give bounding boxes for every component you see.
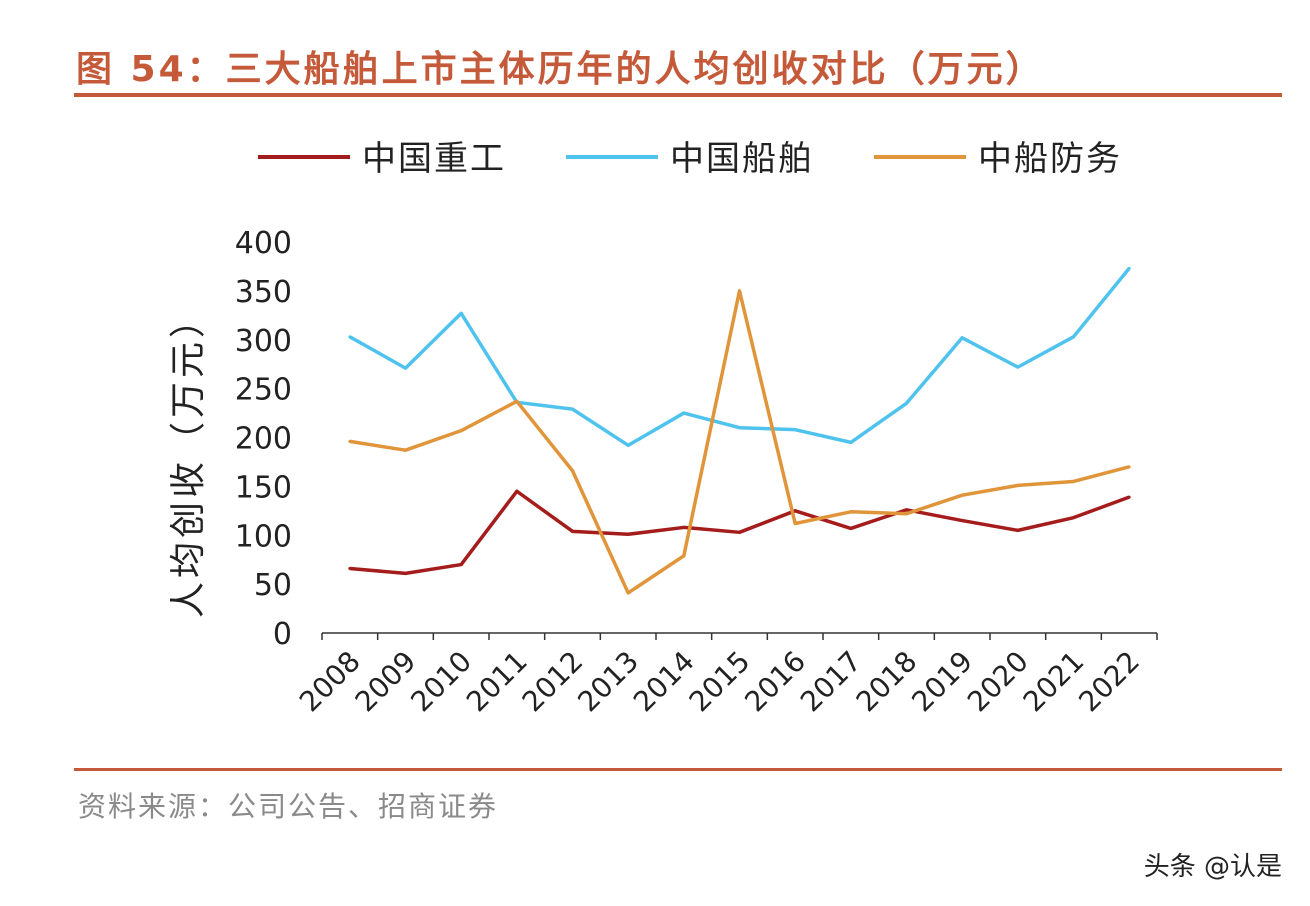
data-point <box>793 509 797 513</box>
x-tick-label: 2016 <box>738 645 812 719</box>
y-tick-label: 400 <box>235 226 292 261</box>
data-point <box>404 366 407 370</box>
data-point <box>459 311 463 315</box>
y-axis-label: 人均创收（万元） <box>168 298 209 618</box>
source-note: 资料来源：公司公告、招商证券 <box>78 790 499 823</box>
data-point <box>793 428 797 432</box>
data-point <box>626 532 630 536</box>
data-point <box>1016 528 1020 532</box>
data-point <box>571 469 574 473</box>
data-point <box>905 512 908 516</box>
data-point <box>682 525 686 529</box>
y-tick-label: 250 <box>235 373 292 408</box>
legend-label: 中船防务 <box>978 139 1122 179</box>
x-tick-label: 2019 <box>905 645 979 719</box>
data-point <box>905 401 908 405</box>
watermark: 头条 @认是 <box>1143 852 1282 882</box>
x-tick-label: 2017 <box>794 645 868 719</box>
data-point <box>738 530 741 534</box>
y-tick-label: 300 <box>235 324 292 359</box>
data-point <box>404 448 407 452</box>
y-tick-label: 150 <box>235 470 292 505</box>
data-point <box>1016 365 1020 369</box>
title-rule <box>74 93 1282 97</box>
data-point <box>626 443 630 447</box>
data-point <box>960 519 964 523</box>
x-tick-label: 2011 <box>460 645 534 719</box>
y-tick-label: 50 <box>254 568 292 603</box>
data-point <box>1072 335 1075 339</box>
data-point <box>459 563 463 567</box>
x-tick-label: 2013 <box>571 645 645 719</box>
data-point <box>348 439 352 443</box>
data-point <box>682 554 686 558</box>
x-tick-label: 2020 <box>961 645 1035 719</box>
data-point <box>793 522 797 526</box>
data-point <box>960 336 964 340</box>
data-point <box>1016 483 1020 487</box>
x-tick-label: 2014 <box>627 645 701 719</box>
data-point <box>1072 516 1075 520</box>
x-tick-label: 2018 <box>850 645 924 719</box>
data-point <box>1127 465 1131 469</box>
data-point <box>1072 479 1075 483</box>
y-tick-label: 100 <box>235 519 292 554</box>
data-point <box>738 426 741 430</box>
data-point <box>404 571 407 575</box>
series-line-中船防务 <box>349 289 1130 595</box>
y-tick-label: 350 <box>235 275 292 310</box>
legend-label: 中国重工 <box>362 139 506 179</box>
x-tick-label: 2021 <box>1017 645 1091 719</box>
legend-label: 中国船舶 <box>670 139 814 179</box>
data-point <box>626 591 630 595</box>
data-point <box>849 440 853 444</box>
data-point <box>1127 266 1131 270</box>
data-point <box>905 508 908 512</box>
data-point <box>571 529 574 533</box>
data-point <box>348 566 352 570</box>
data-point <box>515 399 519 403</box>
data-point <box>459 429 463 433</box>
data-point <box>348 335 352 339</box>
y-tick-label: 0 <box>273 617 292 652</box>
x-tick-label: 2012 <box>516 645 590 719</box>
x-tick-label: 2010 <box>404 645 478 719</box>
data-point <box>682 411 686 415</box>
data-point <box>515 489 519 493</box>
chart-title: 图 54：三大船舶上市主体历年的人均创收对比（万元） <box>76 49 1045 90</box>
data-point <box>849 526 853 530</box>
data-point <box>1127 495 1131 499</box>
data-point <box>738 289 741 293</box>
x-tick-label: 2009 <box>349 645 423 719</box>
x-tick-label: 2015 <box>683 645 757 719</box>
y-tick-label: 200 <box>235 422 292 457</box>
data-point <box>849 510 853 514</box>
data-point <box>571 407 574 411</box>
data-point <box>960 493 964 497</box>
footer-rule <box>74 768 1282 771</box>
x-tick-label: 2008 <box>293 645 367 719</box>
x-tick-label: 2022 <box>1072 645 1146 719</box>
